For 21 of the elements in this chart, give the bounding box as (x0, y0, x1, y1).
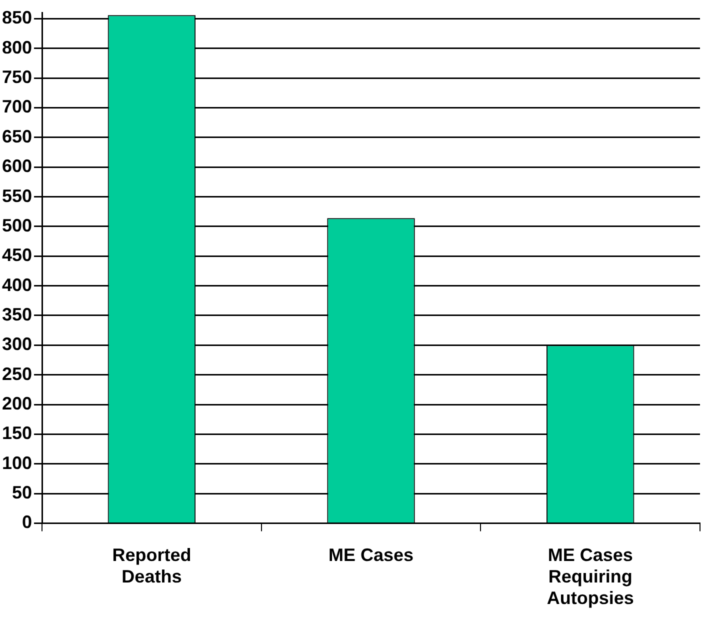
x-tick-label: ME Cases (328, 544, 414, 565)
y-tick-label: 400 (2, 274, 32, 295)
y-tick-label: 650 (2, 126, 32, 146)
y-tick-label: 200 (2, 393, 32, 414)
y-tick-label: 0 (22, 512, 32, 532)
y-tick-label: 50 (12, 482, 32, 502)
y-tick-label: 700 (2, 96, 32, 117)
y-tick-label: 450 (2, 245, 32, 266)
y-tick-label: 300 (2, 334, 32, 354)
x-tick-label: ME Cases Requiring Autopsies (546, 544, 634, 608)
y-tick-label: 800 (2, 37, 32, 58)
y-tick-label: 850 (2, 8, 32, 28)
y-tick-label: 550 (2, 186, 32, 206)
y-tick-label: 600 (2, 156, 32, 176)
y-tick-label: 500 (2, 215, 32, 236)
x-tick-label: Reported Deaths (112, 544, 192, 587)
y-tick-label: 100 (2, 452, 32, 473)
y-tick-label: 250 (2, 364, 32, 384)
y-tick-label: 750 (2, 67, 32, 88)
y-tick-label: 150 (2, 423, 32, 444)
y-tick-label: 350 (2, 304, 32, 324)
